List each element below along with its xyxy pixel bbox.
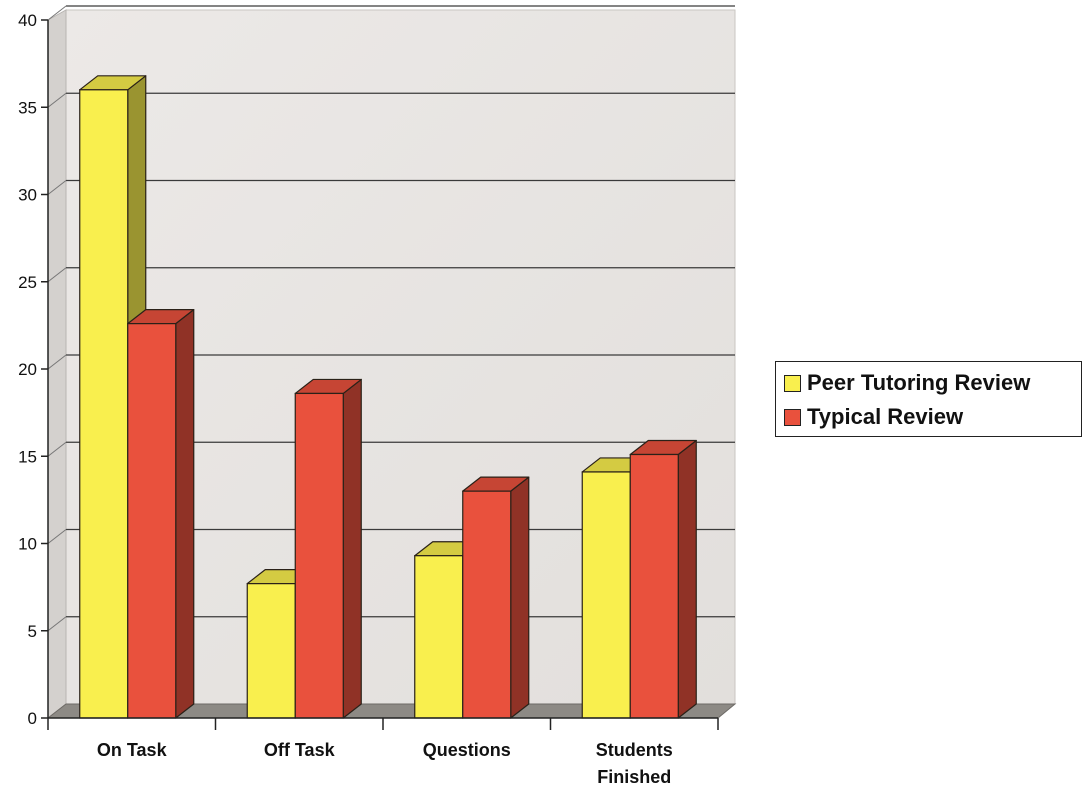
legend: Peer Tutoring Review Typical Review (775, 361, 1082, 437)
bar-front (246, 583, 296, 719)
y-tick-label: 15 (18, 447, 37, 466)
gridline-side (47, 529, 67, 544)
x-tick-label: Off Task (264, 740, 336, 760)
gridline-side (47, 267, 67, 283)
bar (127, 309, 195, 719)
bar-front (294, 392, 344, 719)
legend-item-typical-review: Typical Review (784, 404, 963, 430)
gridline-side (47, 616, 67, 632)
bar-front (127, 323, 177, 719)
bar-side (175, 309, 195, 719)
bar-front (79, 89, 129, 719)
y-tick-label: 10 (18, 535, 37, 554)
gridline-side (47, 92, 67, 108)
gridline-side (47, 180, 67, 195)
legend-swatch-peer-tutoring (784, 374, 801, 392)
legend-label-peer-tutoring: Peer Tutoring Review (807, 370, 1031, 395)
bar-front (581, 471, 631, 719)
y-tick-label: 5 (28, 622, 37, 641)
y-tick-label: 35 (18, 98, 37, 117)
y-tick-label: 30 (18, 186, 37, 205)
bar-side (677, 439, 697, 719)
bar-front (414, 555, 464, 719)
y-tick-label: 25 (18, 273, 37, 292)
bar-side (342, 378, 362, 719)
legend-item-peer-tutoring: Peer Tutoring Review (784, 370, 1030, 396)
x-tick-label: Questions (423, 740, 511, 760)
legend-swatch-typical-review (784, 408, 801, 426)
y-tick-label: 40 (18, 11, 37, 30)
bar-front (629, 453, 679, 719)
legend-label-typical-review: Typical Review (807, 404, 964, 429)
bar-chart: 0 5 10 15 20 25 30 35 40 On Task Off Task Question… (18, 5, 737, 787)
y-tick-label: 0 (28, 709, 37, 728)
x-tick-label: Students Finished (596, 740, 673, 787)
gridline-side (47, 441, 67, 457)
chart-side-wall (47, 9, 67, 720)
x-tick-label: On Task (97, 740, 168, 760)
bar (294, 378, 362, 719)
y-tick-label: 20 (18, 360, 37, 379)
bar (629, 439, 697, 719)
bar-front (462, 490, 512, 719)
gridline-side (47, 5, 67, 21)
bar-side (510, 476, 530, 719)
gridline-side (47, 354, 67, 370)
bar (462, 476, 530, 719)
